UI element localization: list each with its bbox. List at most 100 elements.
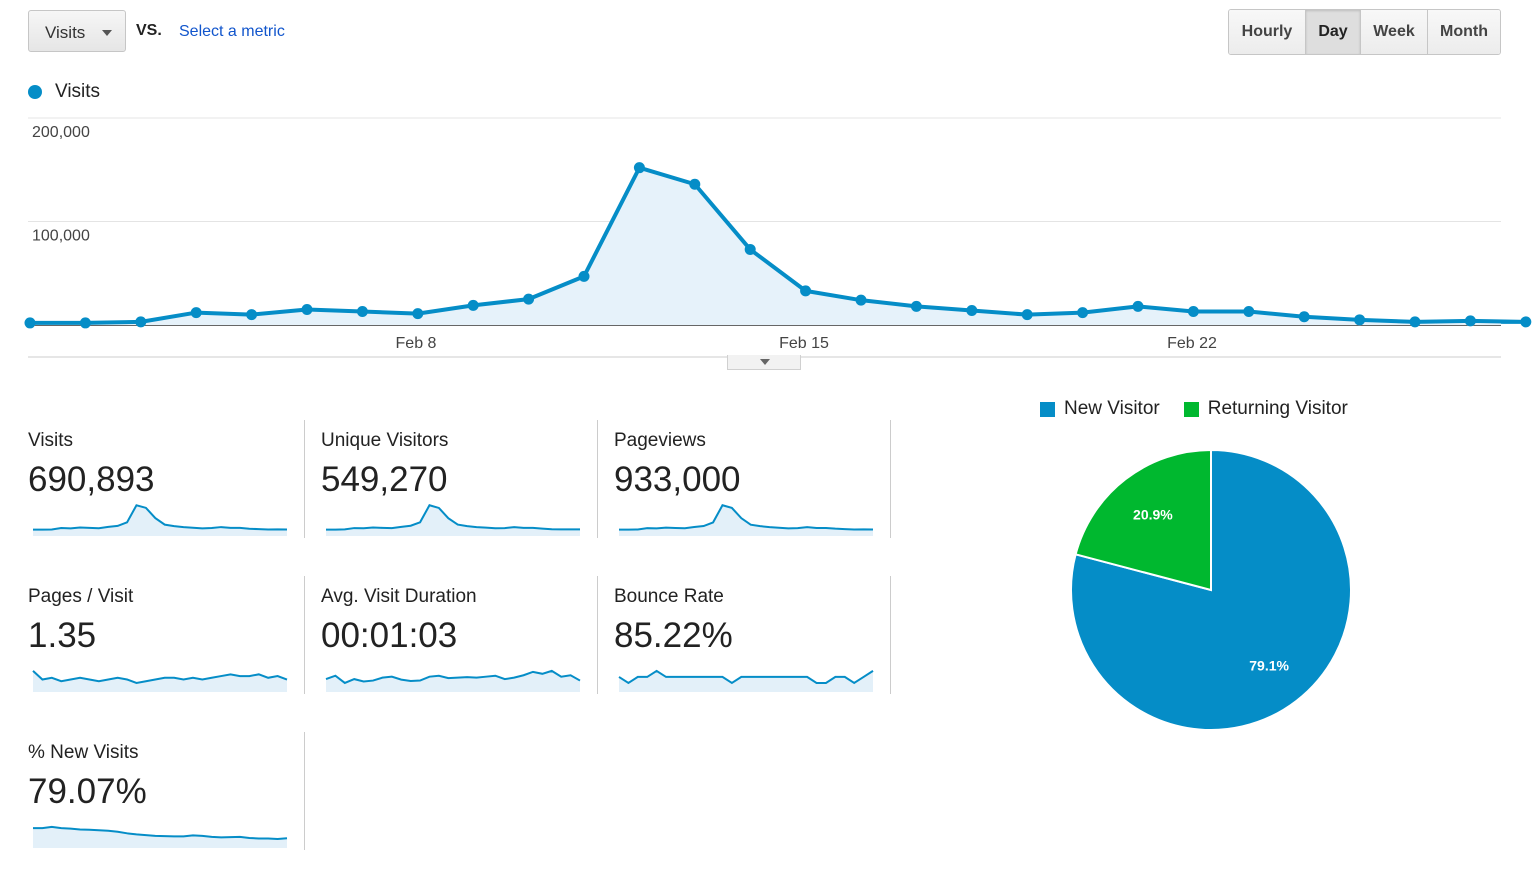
scorecard-value: 549,270	[321, 460, 448, 499]
visitor-type-pie-chart: 79.1% 20.9%	[1070, 448, 1352, 731]
sparkline	[619, 504, 874, 536]
sparkline-line	[325, 669, 581, 685]
series-legend-label: Visits	[55, 81, 101, 102]
scorecard-value: 690,893	[28, 460, 155, 499]
divider	[304, 576, 305, 694]
scorecard-value: 1.35	[28, 616, 97, 655]
sparkline	[326, 504, 580, 536]
legend-label: Returning Visitor	[1207, 398, 1348, 419]
series-area	[28, 167, 1526, 325]
month-button[interactable]: Month	[1427, 10, 1500, 54]
pie-legend-item-returning: Returning Visitor	[1183, 398, 1348, 420]
data-point[interactable]	[633, 162, 645, 174]
metric-dropdown-label: Visits	[45, 23, 86, 42]
scorecard-value: 79.07%	[28, 772, 147, 811]
scorecard-title: Pages / Visit	[28, 586, 134, 607]
caret-down-icon	[760, 359, 770, 365]
vs-label: VS.	[136, 22, 162, 39]
data-point[interactable]	[135, 316, 147, 328]
hourly-button[interactable]: Hourly	[1229, 10, 1305, 54]
sparkline-line	[32, 670, 288, 685]
granularity-toggle: Hourly Day Week Month	[1228, 9, 1501, 55]
scorecard-visits: Visits 690,893	[28, 420, 318, 550]
data-point[interactable]	[1187, 306, 1199, 318]
day-button[interactable]: Day	[1305, 10, 1360, 54]
visits-line-chart: 200,000 100,000 Feb 8 Feb 15 Feb 22	[24, 117, 1532, 358]
sparkline-area	[33, 670, 287, 692]
scorecard-title: Bounce Rate	[614, 586, 724, 607]
data-point[interactable]	[800, 285, 812, 297]
data-point[interactable]	[79, 317, 91, 329]
scorecard-title: Avg. Visit Duration	[321, 586, 477, 607]
pie-slice-label: 79.1%	[1249, 657, 1289, 673]
data-point[interactable]	[1077, 307, 1089, 319]
pie-legend: New Visitor Returning Visitor	[1040, 398, 1372, 420]
data-point[interactable]	[412, 308, 424, 320]
data-point[interactable]	[1132, 300, 1144, 312]
data-point[interactable]	[246, 309, 258, 321]
select-metric-link[interactable]: Select a metric	[179, 23, 285, 40]
x-tick-label: Feb 15	[779, 335, 829, 352]
data-point[interactable]	[744, 243, 756, 255]
legend-swatch	[1040, 401, 1055, 417]
divider	[304, 420, 305, 538]
data-point[interactable]	[356, 306, 368, 318]
legend-swatch	[1183, 401, 1199, 417]
scorecard-title: Unique Visitors	[321, 430, 449, 451]
sparkline	[32, 670, 288, 692]
divider	[304, 732, 305, 850]
sparkline-line	[33, 504, 288, 531]
chart-expand-toggle[interactable]	[727, 355, 801, 370]
data-point[interactable]	[966, 305, 978, 317]
data-point[interactable]	[1520, 316, 1532, 328]
week-button[interactable]: Week	[1360, 10, 1427, 54]
data-point[interactable]	[24, 317, 36, 329]
y-tick-label: 100,000	[32, 228, 90, 245]
divider	[890, 576, 891, 694]
x-tick-label: Feb 22	[1167, 335, 1217, 352]
data-point[interactable]	[301, 303, 313, 315]
sparkline	[325, 669, 581, 692]
sparkline	[618, 669, 874, 692]
data-point[interactable]	[578, 270, 590, 282]
scorecard-unique-visitors: Unique Visitors 549,270	[321, 420, 611, 550]
x-tick-label: Feb 8	[396, 335, 437, 352]
data-point[interactable]	[1243, 306, 1255, 318]
divider	[597, 576, 598, 694]
sparkline-area	[33, 826, 287, 848]
divider	[890, 420, 891, 538]
pie-slice-returning-visitor[interactable]	[1074, 448, 1212, 592]
scorecard-pageviews: Pageviews 933,000	[614, 420, 904, 550]
scorecard-title: Visits	[28, 430, 74, 451]
sparkline-line	[619, 504, 874, 531]
metric-dropdown[interactable]: Visits	[28, 10, 126, 52]
scorecard-value: 00:01:03	[321, 616, 458, 655]
data-point[interactable]	[190, 307, 202, 319]
pie-slice-label: 20.9%	[1133, 507, 1173, 523]
data-point[interactable]	[1354, 314, 1366, 326]
scorecard-title: % New Visits	[28, 742, 139, 763]
data-point[interactable]	[467, 299, 479, 311]
data-point[interactable]	[910, 300, 922, 312]
legend-label: New Visitor	[1064, 398, 1160, 419]
data-point[interactable]	[523, 293, 535, 305]
series-legend-dot	[28, 85, 42, 99]
divider	[597, 420, 598, 538]
scorecard-avg-visit-duration: Avg. Visit Duration 00:01:03	[321, 576, 611, 706]
data-point[interactable]	[1021, 309, 1033, 321]
sparkline-area	[326, 670, 580, 692]
data-point[interactable]	[1298, 311, 1310, 323]
scorecard-value: 933,000	[614, 460, 741, 499]
sparkline-line	[618, 669, 874, 685]
sparkline	[33, 504, 288, 536]
sparkline	[33, 825, 288, 848]
data-point[interactable]	[1409, 316, 1421, 328]
scorecard-new-visits: % New Visits 79.07%	[28, 732, 318, 862]
data-point[interactable]	[855, 294, 867, 306]
scorecard-value: 85.22%	[614, 616, 733, 655]
data-point[interactable]	[689, 178, 701, 190]
sparkline-line	[326, 504, 580, 531]
sparkline-line	[33, 825, 288, 840]
data-point[interactable]	[1464, 315, 1476, 327]
sparkline-area	[619, 670, 873, 692]
